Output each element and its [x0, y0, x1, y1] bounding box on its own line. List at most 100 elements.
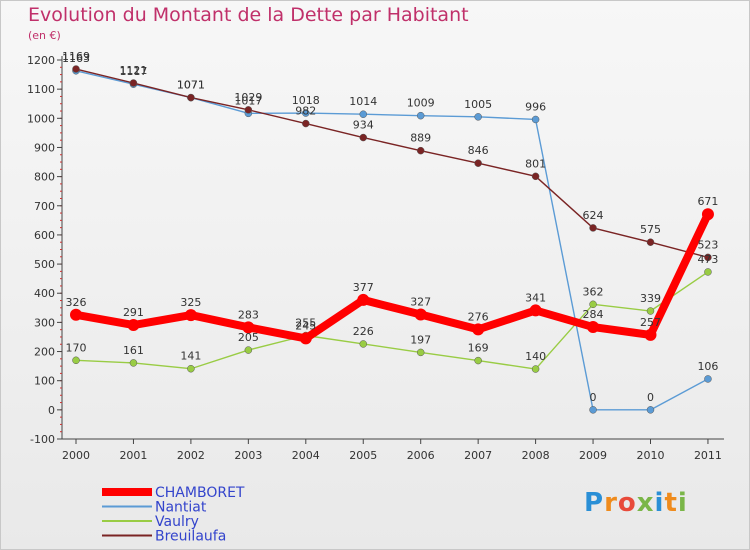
data-label-breuilaufa: 889 — [410, 132, 431, 145]
y-tick-label: -100 — [30, 433, 55, 446]
data-label-chamboret: 245 — [295, 319, 316, 332]
data-point-chamboret — [529, 304, 542, 317]
data-label-breuilaufa: 801 — [525, 157, 546, 170]
data-label-breuilaufa: 624 — [583, 209, 604, 222]
data-label-breuilaufa: 846 — [468, 144, 489, 157]
data-point-vaulry — [187, 364, 195, 373]
legend-label-chamboret: CHAMBORET — [155, 485, 245, 501]
chart-title: Evolution du Montant de la Dette par Hab… — [28, 4, 469, 26]
y-tick-label: 1100 — [27, 83, 55, 96]
logo-letter: x — [636, 488, 655, 518]
data-point-nantiat — [474, 113, 482, 121]
data-label-vaulry: 339 — [640, 292, 661, 305]
data-label-nantiat: 1163 — [62, 52, 90, 65]
series-line-nantiat — [75, 70, 709, 411]
data-point-vaulry — [704, 268, 712, 276]
data-label-nantiat: 106 — [697, 360, 718, 373]
x-tick-label: 2005 — [349, 449, 377, 462]
data-label-chamboret: 284 — [583, 308, 604, 321]
data-point-breuilaufa — [704, 253, 712, 262]
data-label-breuilaufa: 1029 — [234, 91, 262, 104]
data-label-nantiat: 1014 — [349, 95, 377, 108]
data-label-chamboret: 325 — [180, 296, 201, 309]
data-label-nantiat: 1018 — [292, 94, 320, 107]
data-label-breuilaufa: 1169 — [62, 50, 90, 63]
data-label-breuilaufa: 1121 — [119, 64, 147, 77]
x-tick-label: 2003 — [234, 449, 262, 462]
data-label-chamboret: 283 — [238, 308, 259, 321]
data-point-vaulry — [244, 346, 253, 354]
x-tick-label: 2009 — [579, 449, 607, 462]
x-tick-label: 2000 — [62, 449, 90, 462]
y-tick-label: 100 — [34, 375, 55, 388]
legend-label-vaulry: Vaulry — [155, 514, 199, 530]
x-tick-label: 2002 — [177, 449, 205, 462]
x-tick-label: 2001 — [119, 449, 147, 462]
data-label-vaulry: 255 — [295, 317, 316, 330]
data-label-chamboret: 276 — [468, 310, 489, 323]
data-label-nantiat: 1071 — [177, 79, 205, 92]
data-point-breuilaufa — [129, 79, 138, 87]
data-point-chamboret — [242, 321, 255, 334]
data-point-chamboret — [357, 293, 370, 306]
x-tick-label: 2006 — [407, 449, 435, 462]
y-tick-label: 700 — [34, 200, 55, 213]
y-tick-label: 900 — [34, 141, 55, 154]
y-tick-label: 1200 — [27, 54, 55, 67]
logo-letter: r — [604, 488, 618, 518]
data-label-nantiat: 0 — [647, 391, 654, 404]
data-point-breuilaufa — [646, 238, 655, 246]
data-point-breuilaufa — [302, 119, 310, 128]
data-point-nantiat — [704, 375, 712, 383]
data-label-vaulry: 197 — [410, 333, 431, 346]
logo-letter: i — [654, 488, 665, 518]
y-tick-label: 500 — [34, 258, 55, 271]
data-label-nantiat: 1009 — [407, 97, 435, 110]
data-point-vaulry — [474, 356, 482, 365]
data-point-vaulry — [416, 348, 425, 357]
data-label-vaulry: 140 — [525, 350, 546, 363]
series-line-chamboret — [72, 210, 712, 343]
data-label-chamboret: 327 — [410, 296, 431, 309]
data-point-chamboret — [70, 308, 82, 321]
x-tick-label: 2007 — [464, 449, 492, 462]
data-point-chamboret — [644, 328, 657, 341]
data-point-nantiat — [302, 109, 310, 117]
data-point-breuilaufa — [187, 93, 195, 102]
data-point-breuilaufa — [72, 65, 80, 73]
data-label-breuilaufa: 575 — [640, 223, 661, 236]
data-label-vaulry: 169 — [468, 342, 489, 355]
x-tick-label: 2008 — [522, 449, 550, 462]
data-label-chamboret: 671 — [697, 195, 718, 208]
chart-unit: (en €) — [28, 29, 61, 42]
series-line-vaulry — [75, 271, 709, 370]
data-label-vaulry: 161 — [123, 344, 144, 357]
x-tick-label: 2004 — [292, 449, 320, 462]
data-label-chamboret: 326 — [66, 296, 87, 309]
logo-letter: i — [677, 488, 688, 518]
data-point-nantiat — [416, 111, 425, 120]
data-label-nantiat: 1005 — [464, 98, 492, 111]
data-label-chamboret: 257 — [640, 316, 661, 329]
x-tick-label: 2010 — [637, 449, 665, 462]
y-tick-label: 0 — [48, 404, 55, 417]
y-tick-label: 600 — [34, 229, 55, 242]
data-point-breuilaufa — [531, 172, 540, 181]
data-point-chamboret — [701, 208, 714, 221]
legend-label-nantiat: Nantiat — [155, 500, 207, 516]
y-tick-label: 300 — [34, 316, 55, 329]
data-label-nantiat: 1117 — [119, 65, 147, 78]
data-label-breuilaufa: 934 — [353, 119, 374, 132]
data-point-breuilaufa — [359, 133, 367, 142]
data-label-vaulry: 205 — [238, 331, 259, 344]
proxiti-logo: Proxiti — [584, 488, 688, 518]
logo-letter: t — [664, 488, 678, 518]
data-label-nantiat: 996 — [525, 100, 546, 113]
y-tick-label: 800 — [34, 171, 55, 184]
data-point-breuilaufa — [474, 159, 482, 167]
data-point-nantiat — [589, 406, 597, 414]
data-label-vaulry: 170 — [66, 341, 87, 354]
data-label-chamboret: 291 — [123, 306, 144, 319]
